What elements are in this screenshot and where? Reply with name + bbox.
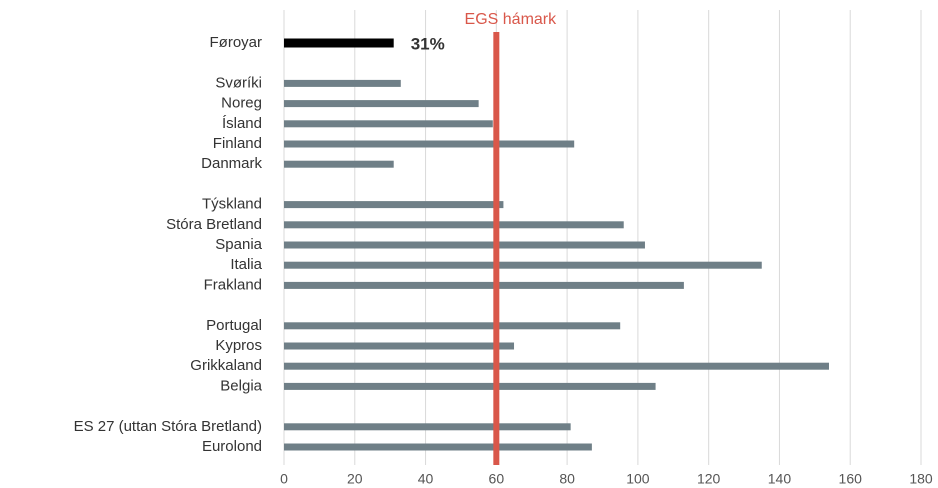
bar — [284, 322, 621, 330]
x-tick-label: 160 — [839, 471, 863, 487]
y-tick-label: Italia — [230, 256, 262, 273]
bar — [284, 382, 656, 390]
x-tick-label: 180 — [909, 471, 933, 487]
x-tick-label: 140 — [768, 471, 792, 487]
value-label: 31% — [411, 34, 445, 53]
y-tick-label: Finland — [213, 135, 262, 152]
x-tick-label: 80 — [559, 471, 575, 487]
y-tick-label: Belgia — [220, 377, 262, 394]
bar — [284, 443, 592, 451]
bar — [284, 342, 515, 350]
y-tick-label: ES 27 (uttan Stóra Bretland) — [74, 418, 262, 435]
y-tick-label: Noreg — [221, 95, 262, 112]
bar — [284, 160, 394, 168]
y-tick-label: Grikkaland — [190, 357, 262, 374]
y-tick-label: Svøríki — [215, 74, 262, 91]
bar — [284, 140, 575, 148]
bar — [284, 261, 762, 269]
bar — [284, 281, 684, 289]
y-tick-label: Stóra Bretland — [166, 216, 262, 233]
y-tick-label: Kypros — [215, 337, 262, 354]
y-tick-label: Frakland — [204, 276, 262, 293]
bar — [284, 201, 504, 209]
bar — [284, 241, 645, 249]
bar — [284, 120, 493, 128]
bar — [284, 362, 829, 370]
bar — [284, 221, 624, 229]
y-tick-label: Spania — [215, 236, 262, 253]
bar — [284, 79, 401, 87]
y-tick-label: Týskland — [202, 196, 262, 213]
reference-label: EGS hámark — [465, 11, 558, 28]
x-tick-label: 40 — [418, 471, 434, 487]
x-tick-label: 120 — [697, 471, 721, 487]
bar — [284, 423, 571, 431]
x-tick-label: 20 — [347, 471, 363, 487]
x-tick-label: 60 — [489, 471, 505, 487]
bar — [284, 100, 479, 108]
bar — [284, 38, 394, 48]
x-tick-label: 0 — [280, 471, 288, 487]
y-tick-label: Danmark — [201, 155, 262, 172]
x-tick-label: 100 — [626, 471, 650, 487]
y-tick-label: Føroyar — [210, 34, 263, 51]
y-tick-label: Eurolond — [202, 438, 262, 455]
y-tick-label: Portugal — [206, 317, 262, 334]
y-tick-label: Ísland — [222, 115, 262, 132]
